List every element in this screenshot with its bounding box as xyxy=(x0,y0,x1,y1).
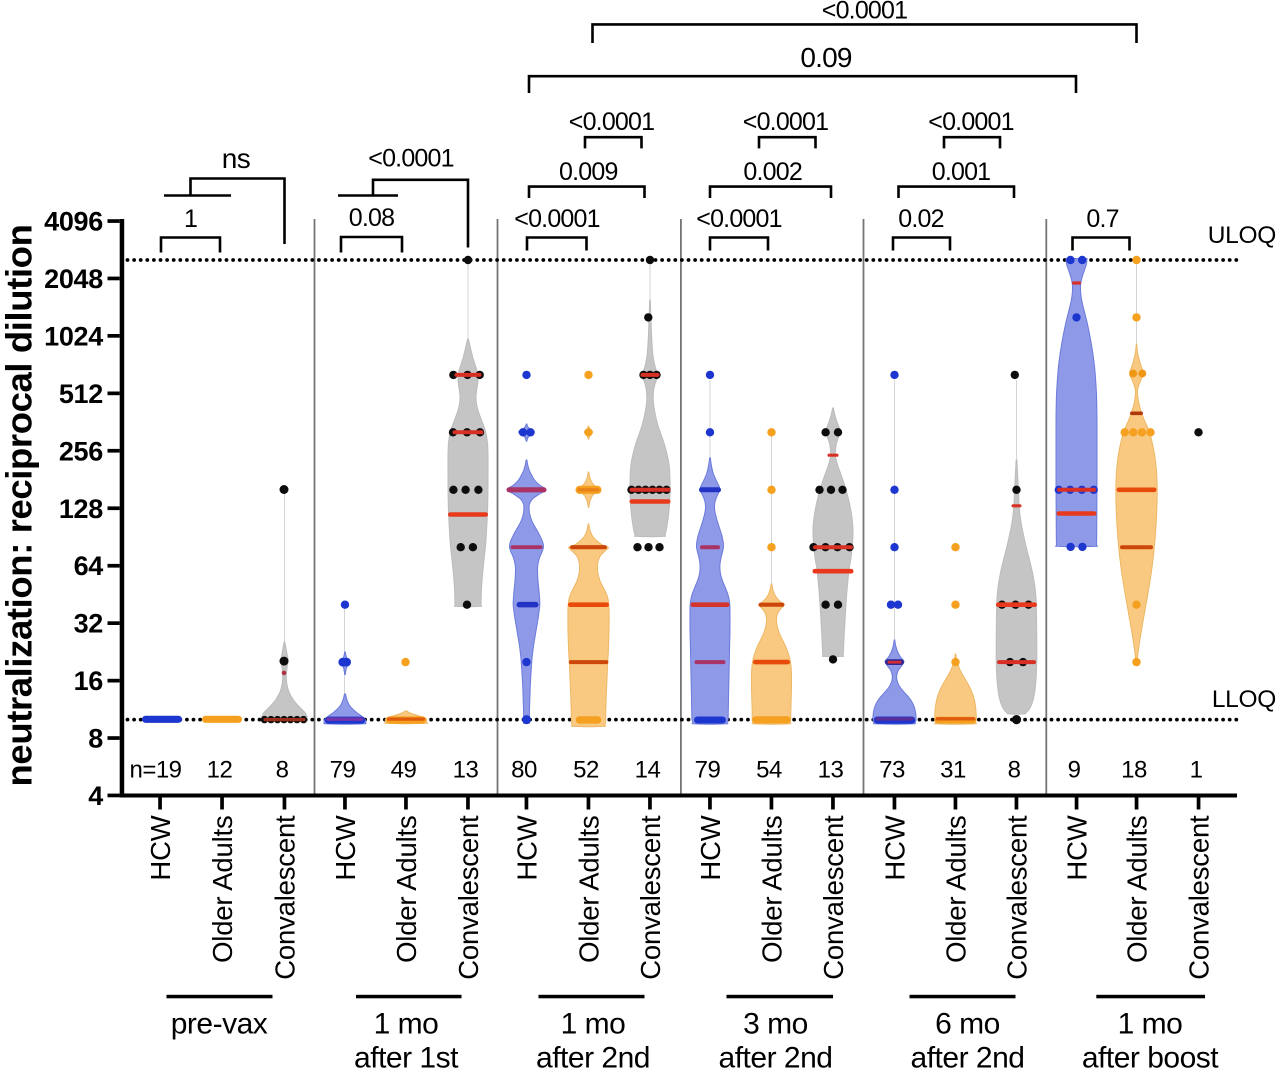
svg-text:1: 1 xyxy=(1190,757,1203,784)
svg-text:13: 13 xyxy=(818,757,844,784)
svg-text:4: 4 xyxy=(88,781,103,811)
svg-text:HCW: HCW xyxy=(145,815,176,880)
svg-text:16: 16 xyxy=(74,666,104,696)
svg-text:32: 32 xyxy=(74,609,103,639)
svg-text:512: 512 xyxy=(59,379,103,409)
svg-text:Older Adults: Older Adults xyxy=(391,816,422,963)
svg-text:14: 14 xyxy=(635,757,661,784)
svg-text:HCW: HCW xyxy=(1061,815,1092,880)
svg-text:8: 8 xyxy=(88,724,103,754)
svg-text:Convalescent: Convalescent xyxy=(1001,815,1032,980)
svg-text:12: 12 xyxy=(207,757,233,784)
svg-text:8: 8 xyxy=(1008,757,1021,784)
svg-text:0.09: 0.09 xyxy=(800,42,852,73)
svg-text:31: 31 xyxy=(940,757,966,784)
svg-text:13: 13 xyxy=(453,757,479,784)
svg-text:after 1st: after 1st xyxy=(354,1042,459,1072)
svg-text:18: 18 xyxy=(1121,757,1147,784)
svg-text:after 2nd: after 2nd xyxy=(719,1042,833,1072)
svg-text:<0.0001: <0.0001 xyxy=(368,145,453,173)
svg-text:<0.0001: <0.0001 xyxy=(514,205,599,233)
svg-text:ns: ns xyxy=(222,143,251,174)
svg-text:52: 52 xyxy=(573,757,599,784)
svg-text:LLOQ: LLOQ xyxy=(1212,686,1276,713)
svg-text:Older Adults: Older Adults xyxy=(1121,816,1152,963)
svg-text:80: 80 xyxy=(511,757,537,784)
svg-text:<0.0001: <0.0001 xyxy=(822,0,907,25)
svg-text:79: 79 xyxy=(695,757,721,784)
svg-text:Convalescent: Convalescent xyxy=(635,815,666,980)
svg-text:Convalescent: Convalescent xyxy=(453,815,484,980)
svg-text:6 mo: 6 mo xyxy=(935,1008,1000,1041)
svg-text:pre-vax: pre-vax xyxy=(171,1008,268,1041)
svg-text:9: 9 xyxy=(1068,757,1081,784)
svg-text:Older Adults: Older Adults xyxy=(756,816,787,963)
svg-text:1 mo: 1 mo xyxy=(1118,1008,1183,1041)
svg-text:<0.0001: <0.0001 xyxy=(696,205,781,233)
svg-text:3 mo: 3 mo xyxy=(743,1008,808,1041)
svg-text:49: 49 xyxy=(391,757,417,784)
svg-text:73: 73 xyxy=(879,757,905,784)
svg-text:HCW: HCW xyxy=(511,815,542,880)
svg-text:after 2nd: after 2nd xyxy=(536,1042,650,1072)
svg-text:0.001: 0.001 xyxy=(932,158,991,186)
svg-text:Older Adults: Older Adults xyxy=(940,816,971,963)
svg-text:neutralization: reciprocal dil: neutralization: reciprocal dilution xyxy=(0,225,40,787)
svg-text:<0.0001: <0.0001 xyxy=(569,108,654,136)
svg-text:128: 128 xyxy=(59,494,103,524)
svg-text:HCW: HCW xyxy=(879,815,910,880)
svg-text:54: 54 xyxy=(756,757,782,784)
svg-text:after 2nd: after 2nd xyxy=(911,1042,1025,1072)
svg-text:8: 8 xyxy=(276,757,289,784)
svg-text:Convalescent: Convalescent xyxy=(1183,815,1214,980)
svg-text:ULOQ: ULOQ xyxy=(1208,222,1276,249)
svg-text:n=19: n=19 xyxy=(129,757,181,784)
svg-text:1 mo: 1 mo xyxy=(374,1008,439,1041)
svg-text:<0.0001: <0.0001 xyxy=(743,108,828,136)
svg-text:1: 1 xyxy=(184,205,197,233)
svg-text:0.7: 0.7 xyxy=(1086,205,1118,233)
svg-text:Older Adults: Older Adults xyxy=(207,816,238,963)
svg-text:79: 79 xyxy=(330,757,356,784)
svg-text:0.009: 0.009 xyxy=(559,158,618,186)
svg-text:Convalescent: Convalescent xyxy=(818,815,849,980)
svg-text:4096: 4096 xyxy=(44,207,103,237)
svg-text:HCW: HCW xyxy=(695,815,726,880)
svg-text:0.08: 0.08 xyxy=(349,204,394,232)
svg-text:2048: 2048 xyxy=(44,264,103,294)
svg-text:0.02: 0.02 xyxy=(898,205,943,233)
svg-text:64: 64 xyxy=(74,551,104,581)
svg-text:256: 256 xyxy=(59,436,103,466)
svg-text:Convalescent: Convalescent xyxy=(269,815,300,980)
svg-text:Older Adults: Older Adults xyxy=(573,816,604,963)
svg-text:HCW: HCW xyxy=(330,815,361,880)
svg-text:after boost: after boost xyxy=(1082,1042,1219,1072)
svg-text:1 mo: 1 mo xyxy=(561,1008,626,1041)
svg-text:1024: 1024 xyxy=(44,321,103,351)
svg-text:0.002: 0.002 xyxy=(743,158,802,186)
svg-text:<0.0001: <0.0001 xyxy=(928,108,1013,136)
